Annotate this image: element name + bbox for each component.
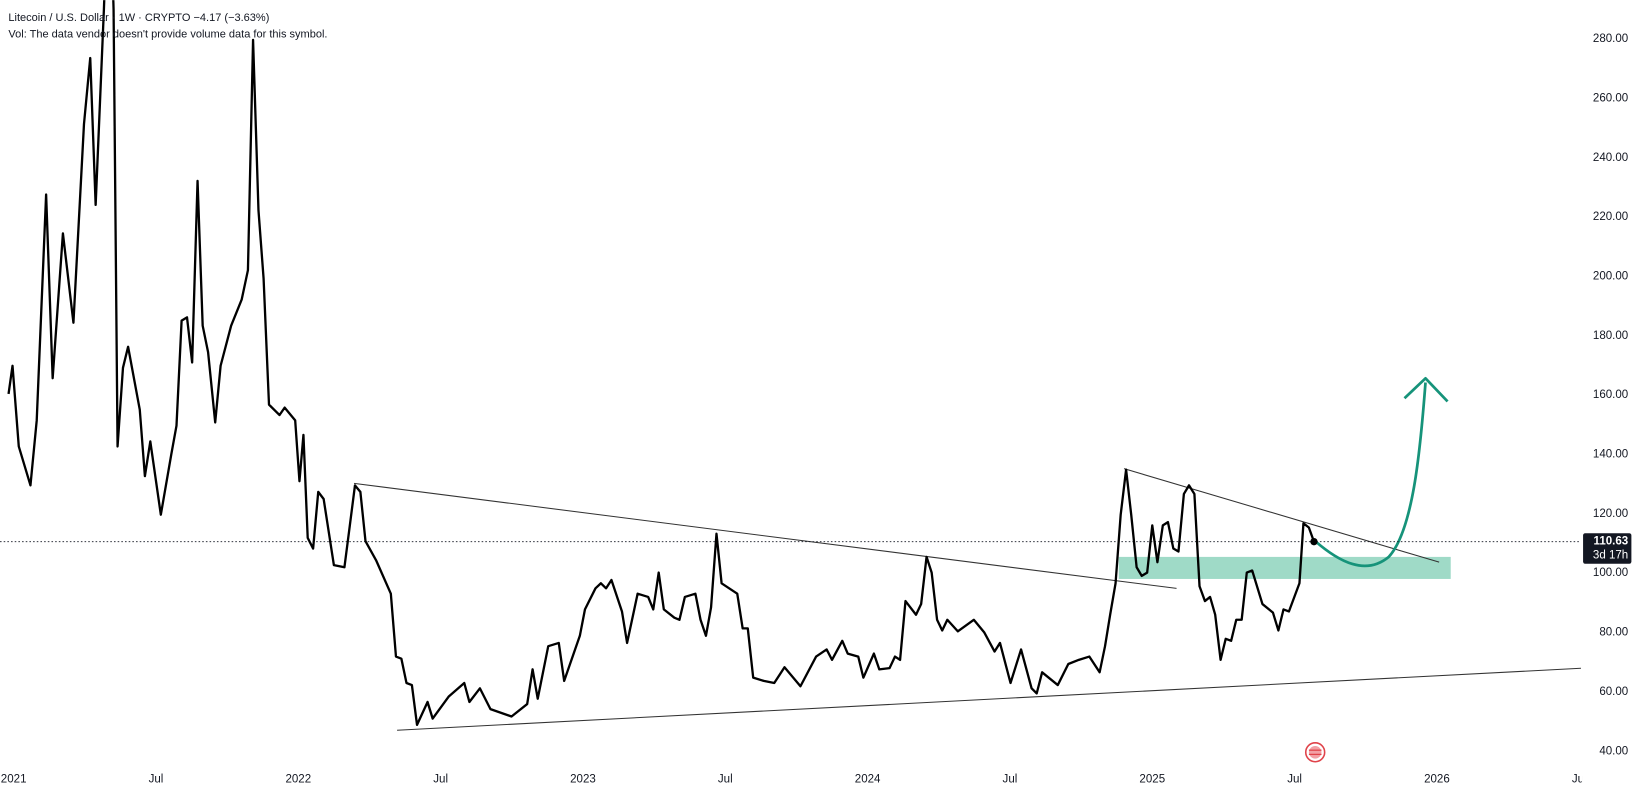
x-tick-label: 2021: [1, 774, 27, 785]
chart-subtitle: Vol: The data vendor doesn't provide vol…: [8, 29, 327, 41]
y-tick-label: 120.00: [1593, 508, 1628, 520]
chart-title: Litecoin / U.S. Dollar · 1W · CRYPTO −4.…: [8, 12, 269, 24]
plot-area: [0, 0, 1581, 763]
last-price-box: [1583, 533, 1632, 564]
price-axis: [1582, 0, 1644, 785]
y-tick-label: 200.00: [1593, 270, 1628, 282]
trendline: [397, 667, 1581, 731]
y-tick-label: 280.00: [1593, 33, 1628, 45]
y-tick-label: 40.00: [1599, 745, 1628, 757]
x-tick-label: Jul: [149, 774, 164, 785]
trendline: [353, 482, 1177, 589]
x-tick-label: Jul: [718, 774, 733, 785]
last-price-label: 110.63: [1594, 536, 1629, 548]
x-tick-label: 2026: [1424, 774, 1450, 785]
y-tick-label: 220.00: [1593, 211, 1628, 223]
y-tick-label: 160.00: [1593, 389, 1628, 401]
x-tick-label: Jul: [1003, 774, 1018, 785]
countdown-label: 3d 17h: [1593, 549, 1628, 561]
y-tick-label: 260.00: [1593, 92, 1628, 104]
x-tick-label: 2024: [855, 774, 881, 785]
price-line: [7, 0, 1316, 726]
y-tick-label: 100.00: [1593, 567, 1628, 579]
event-icon: [1304, 742, 1326, 763]
y-tick-label: 180.00: [1593, 330, 1628, 342]
y-tick-label: 60.00: [1599, 686, 1628, 698]
x-tick-label: Jul: [1287, 774, 1302, 785]
y-tick-label: 140.00: [1593, 449, 1628, 461]
x-tick-label: Jul: [433, 774, 448, 785]
arrow-head: [1403, 376, 1449, 403]
x-tick-label: 2023: [570, 774, 596, 785]
trendline: [1123, 468, 1440, 563]
projection-arrow: [1314, 382, 1427, 568]
x-tick-label: 2022: [285, 774, 311, 785]
y-tick-label: 240.00: [1593, 152, 1628, 164]
y-tick-label: 80.00: [1599, 627, 1628, 639]
x-axis: 2021 Jul 2022 Jul 2023 Jul 2024 Jul 2025 Jul 2026 J…: [1, 774, 1587, 785]
support-zone: [1118, 556, 1451, 579]
last-point: [1310, 537, 1318, 546]
x-tick-label: Jul: [1572, 774, 1587, 785]
x-tick-label: 2025: [1139, 774, 1165, 785]
